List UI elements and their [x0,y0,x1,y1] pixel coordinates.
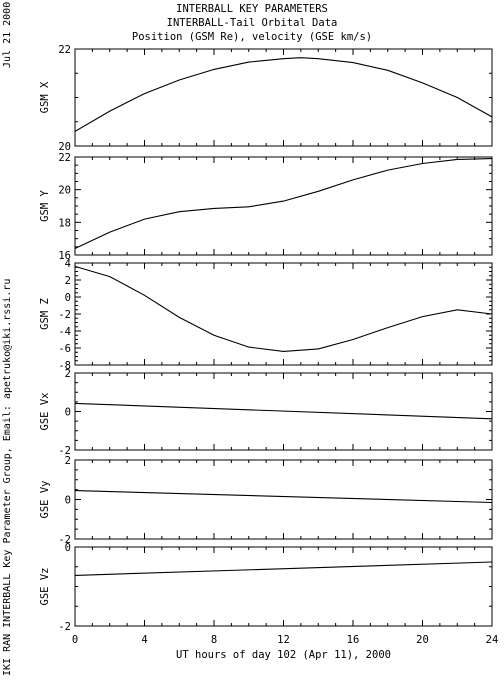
y-tick-label: 2 [65,368,71,380]
x-axis-label: UT hours of day 102 (Apr 11), 2000 [176,649,391,661]
series-line-2 [74,158,493,249]
x-tick-label: 12 [277,634,290,646]
y-tick-label: 20 [58,185,71,197]
panel-frame [74,546,493,627]
panel-4: -2 0 2 GSE Vx [39,368,493,457]
y-tick-label: 0 [65,407,71,419]
y-tick-label: -2 [58,445,71,457]
panel-6: -2 0 GSE Vz [39,542,493,633]
y-tick-label: -2 [58,621,71,633]
y-tick-label: 16 [58,250,71,262]
y-tick-label: 20 [58,141,71,153]
y-tick-label: -6 [58,343,71,355]
y-tick-label: 22 [58,152,71,164]
x-tick-label: 24 [486,634,499,646]
y-tick-label: 2 [65,275,71,287]
panel-frame [74,262,493,366]
y-axis-label: GSM X [39,81,51,113]
y-axis-label: GSE Vz [39,568,51,606]
y-tick-label: 22 [58,44,71,56]
panel-2: 16 18 20 22 GSM Y [39,152,493,262]
y-tick-label: 0 [65,495,71,507]
chart-title-line2: INTERBALL-Tail Orbital Data [166,17,338,29]
y-tick-label: -2 [58,309,71,321]
panel-frame [74,459,493,540]
panel-5: -2 0 2 GSE Vy [39,455,493,546]
panel-3: -8 -6 -4 -2 0 2 4 GSM Z [39,258,493,372]
y-tick-label: -4 [58,326,71,338]
chart-title-line3: Position (GSM Re), velocity (GSE km/s) [131,31,373,43]
y-tick-label: 4 [65,258,71,270]
x-tick-label: 4 [141,634,147,646]
y-tick-label: -2 [58,534,71,546]
y-tick-label: 0 [65,542,71,554]
x-tick-label: 8 [211,634,217,646]
y-axis-label: GSE Vx [39,393,51,431]
series-line-6 [74,561,493,576]
series-line-1 [74,57,493,132]
chart-title-line1: INTERBALL KEY PARAMETERS [176,3,328,15]
x-tick-label: 0 [72,634,78,646]
y-tick-label: 18 [58,217,71,229]
y-axis-label: GSM Y [39,190,51,222]
y-tick-label: 0 [65,292,71,304]
series-line-3 [74,265,493,352]
y-tick-label: 2 [65,455,71,467]
panel-1: 20 22 GSM X [39,44,493,153]
y-axis-label: GSE Vy [39,481,51,519]
series-line-4 [74,402,493,420]
x-tick-label: 20 [416,634,429,646]
x-tick-label: 16 [347,634,360,646]
series-line-5 [74,490,493,504]
y-tick-label: -8 [58,360,71,372]
y-axis-label: GSM Z [39,298,51,330]
panel-frame [74,156,493,256]
